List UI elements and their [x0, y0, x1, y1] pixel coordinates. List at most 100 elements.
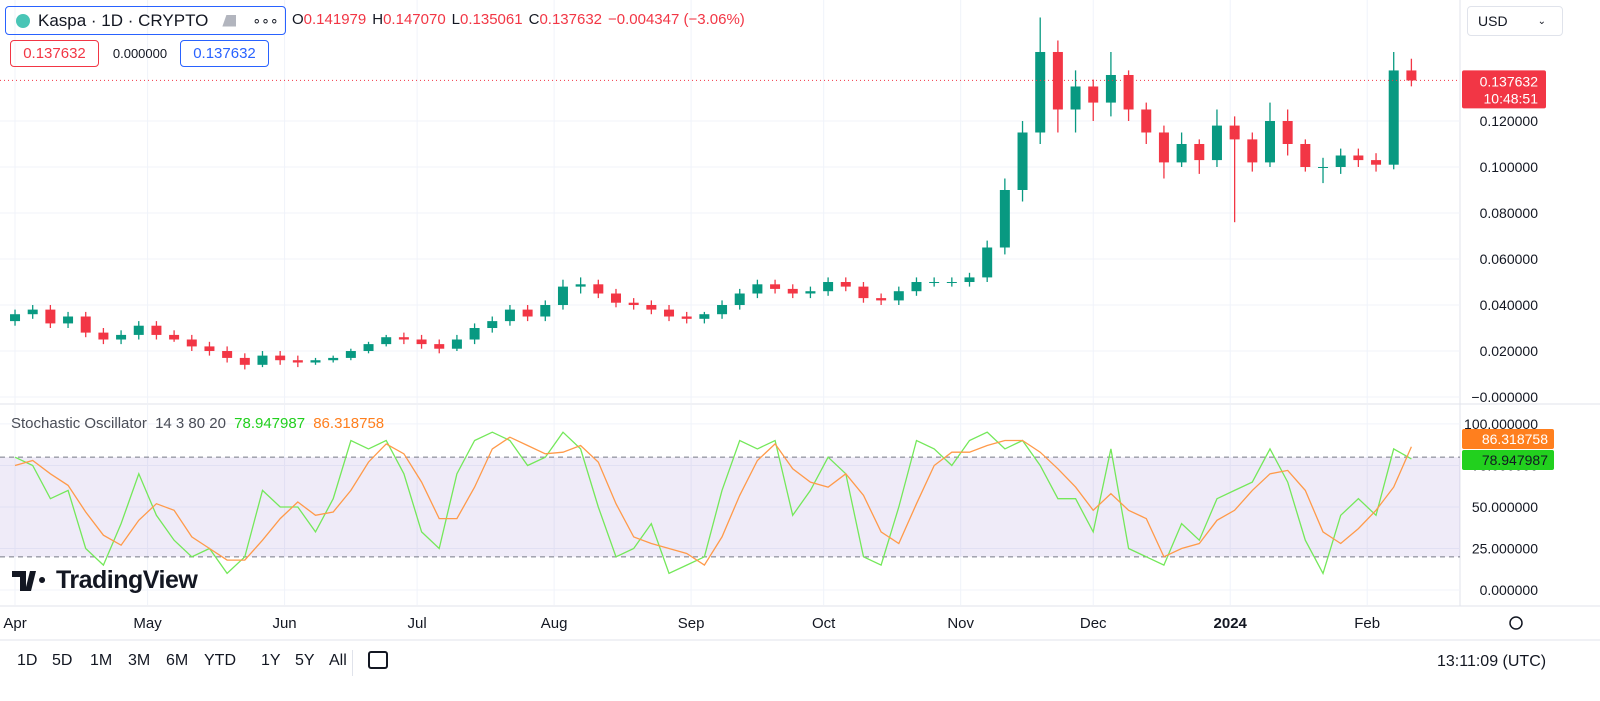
candle-body: [1211, 125, 1222, 161]
countdown-label: 10:48:51: [1484, 90, 1539, 106]
candle-body: [805, 291, 816, 294]
x-tick-label: Dec: [1080, 615, 1107, 632]
y-tick-label: 0.000000: [1480, 582, 1539, 598]
symbol-box[interactable]: Kaspa · 1D · CRYPTO ∘∘∘: [5, 6, 286, 35]
x-tick-label: Jul: [408, 615, 427, 632]
candle-body: [328, 357, 339, 361]
range-button[interactable]: All: [329, 652, 347, 669]
candle-body: [664, 309, 675, 317]
candle-body: [416, 339, 427, 345]
settings-icon: [1509, 616, 1523, 630]
candle-body: [451, 339, 462, 349]
candle-body: [557, 286, 568, 306]
d-value: 86.318758: [313, 415, 385, 432]
candle-body: [398, 337, 409, 340]
watermark-logo: [12, 570, 46, 591]
legend-key: C: [528, 11, 540, 28]
candle-body: [80, 316, 91, 333]
legend-value: 0.135061: [460, 11, 523, 28]
legend-value: 0.141979: [303, 11, 367, 28]
value-badge-label: 86.318758: [1482, 431, 1548, 447]
candle-body: [1353, 155, 1364, 161]
watermark: TradingView: [12, 566, 198, 595]
candle-body: [1247, 139, 1258, 163]
range-button[interactable]: 1Y: [261, 652, 281, 669]
range-button[interactable]: 5Y: [295, 652, 315, 669]
spread-box: 0.000000: [112, 46, 168, 61]
candle-body: [911, 282, 922, 292]
candle-body: [257, 355, 268, 365]
candle-body: [345, 351, 356, 358]
candle-body: [363, 344, 374, 352]
symbol-icon: [16, 13, 30, 28]
candle-body: [876, 298, 887, 301]
candle-body: [717, 305, 728, 315]
candle-body: [982, 247, 993, 278]
candle-body: [1105, 74, 1116, 103]
candle-body: [734, 293, 745, 306]
range-button[interactable]: 3M: [128, 652, 151, 669]
y-tick-label: 0.020000: [1480, 343, 1539, 359]
y-tick-label: 100.000000: [1464, 416, 1538, 432]
indicator-title: Stochastic Oscillator: [11, 415, 147, 432]
candle-body: [752, 284, 763, 294]
candle-body: [1264, 120, 1275, 163]
candle-body: [186, 339, 197, 347]
candle-body: [1194, 143, 1205, 161]
last-price-badge: [1462, 70, 1546, 109]
candle-body: [646, 305, 657, 310]
x-tick-label: Apr: [3, 615, 26, 632]
candle-body: [1088, 86, 1099, 103]
x-tick-label: May: [133, 615, 162, 632]
clock: 13:11:09 (UTC): [1437, 653, 1547, 670]
x-tick-label: Aug: [541, 615, 568, 632]
candle-body: [1371, 160, 1382, 165]
currency-select[interactable]: USD ⌄: [1467, 6, 1563, 36]
legend-value: 0.137632: [539, 11, 603, 28]
candle-body: [45, 309, 56, 324]
candle-body: [1070, 86, 1081, 110]
dropdown-arrow: ⌄: [1537, 15, 1546, 27]
y-tick-label: 25.000000: [1472, 541, 1538, 557]
candle-body: [1229, 125, 1240, 140]
candle-body: [610, 293, 621, 303]
currency: USD: [1478, 13, 1508, 29]
range-button[interactable]: 1M: [90, 652, 113, 669]
candle-body: [1052, 51, 1063, 110]
range-button[interactable]: 5D: [52, 652, 73, 669]
last-price-label: 0.137632: [1480, 73, 1539, 89]
k-value: 78.947987: [234, 415, 306, 432]
range-button[interactable]: 6M: [166, 652, 189, 669]
candle-body: [893, 291, 904, 301]
date-range-button[interactable]: [368, 651, 388, 669]
candle-body: [10, 314, 21, 322]
range-button[interactable]: YTD: [204, 652, 236, 669]
ohlc-legend: O0.141979 H0.147070 L0.135061 C0.137632 −0.0…: [292, 11, 745, 28]
candle-body: [381, 337, 392, 345]
more-menu[interactable]: ∘∘∘: [252, 12, 279, 28]
logo-shape: [12, 570, 46, 591]
candle-body: [133, 325, 144, 335]
candle-body: [628, 302, 639, 306]
candle-body: [964, 277, 975, 283]
candle-body: [63, 316, 74, 324]
candle-body: [770, 284, 781, 289]
range-button[interactable]: 1D: [17, 652, 38, 669]
oscillator-line: [14, 431, 1412, 576]
candle-body: [204, 346, 215, 352]
indicator-legend: Stochastic Oscillator 14 3 80 20 78.9479…: [11, 415, 384, 432]
value-badge: [1462, 429, 1554, 449]
legend-key: H: [372, 11, 384, 28]
candle-body: [275, 355, 286, 361]
candle-body: [787, 288, 798, 294]
x-tick-label: Feb: [1354, 615, 1380, 632]
candle-body: [1035, 51, 1046, 133]
buy-box[interactable]: 0.137632: [180, 40, 269, 67]
flag-icon: [222, 14, 237, 27]
candle-body: [1141, 109, 1152, 133]
sell-box[interactable]: 0.137632: [10, 40, 99, 67]
candle-body: [27, 309, 38, 315]
candle-body: [169, 334, 180, 340]
x-tick-label: Sep: [678, 615, 705, 632]
